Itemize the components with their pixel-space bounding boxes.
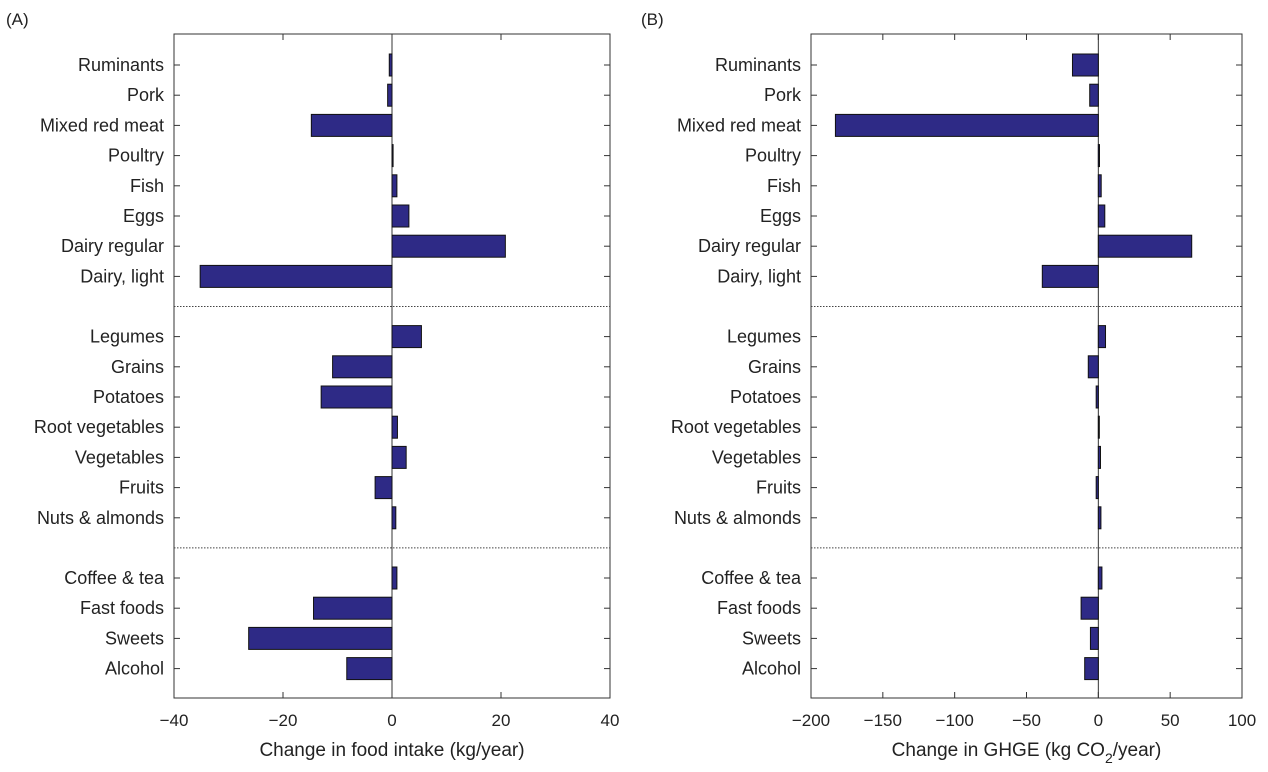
panel-b-category-label: Grains bbox=[748, 357, 801, 377]
panel-b-x-axis-label-main: Change in GHGE (kg CO bbox=[892, 740, 1105, 761]
panel-a-bar bbox=[320, 385, 393, 409]
panel-a-bar bbox=[313, 596, 393, 620]
panel-b-category-label: Dairy, light bbox=[717, 266, 801, 286]
panel-a-bar bbox=[391, 204, 410, 228]
panel-b-category-label: Vegetables bbox=[712, 447, 801, 467]
panel-a-bar bbox=[374, 476, 393, 500]
panel-b-bar bbox=[1071, 53, 1099, 77]
panel-a-x-axis-label: Change in food intake (kg/year) bbox=[259, 740, 524, 761]
panel-b-bar bbox=[1095, 385, 1099, 409]
panel-b-x-tick-label: 0 bbox=[1094, 711, 1103, 730]
panel-a-x-tick-label: −20 bbox=[269, 711, 298, 730]
panel-b-category-label: Poultry bbox=[745, 146, 801, 166]
panel-a-category-label: Grains bbox=[111, 357, 164, 377]
panel-a-bar bbox=[388, 53, 393, 77]
panel-b-category-label: Root vegetables bbox=[671, 417, 801, 437]
panel-b-bar bbox=[1097, 325, 1107, 349]
panel-a-x-tick-label: 40 bbox=[601, 711, 620, 730]
panel-b-x-tick-label: −50 bbox=[1012, 711, 1041, 730]
panel-a-category-label: Dairy regular bbox=[61, 236, 164, 256]
panel-b-category-label: Eggs bbox=[760, 206, 801, 226]
panel-b-bar bbox=[1097, 566, 1103, 590]
panel-b-bar bbox=[1084, 657, 1099, 681]
panel-a-bar bbox=[391, 415, 398, 439]
panel-b-category-label: Nuts & almonds bbox=[674, 508, 801, 528]
panel-b-bar bbox=[1097, 204, 1106, 228]
panel-b-bar bbox=[1097, 174, 1102, 198]
panel-b-category-label: Dairy regular bbox=[698, 236, 801, 256]
panel-b-bar bbox=[1097, 144, 1100, 168]
panel-a-category-label: Dairy, light bbox=[80, 266, 164, 286]
panel-a-category-label: Potatoes bbox=[93, 387, 164, 407]
panel-a-bar bbox=[391, 174, 398, 198]
panel-a-category-label: Fruits bbox=[119, 478, 164, 498]
panel-a-x-tick-label: 20 bbox=[492, 711, 511, 730]
panel-a-category-label: Nuts & almonds bbox=[37, 508, 164, 528]
panel-b-category-label: Coffee & tea bbox=[701, 568, 802, 588]
panel-b-category-label: Ruminants bbox=[715, 55, 801, 75]
panel-a-category-label: Vegetables bbox=[75, 447, 164, 467]
panel-a-label: (A) bbox=[6, 10, 29, 29]
panel-b-label: (B) bbox=[641, 10, 664, 29]
panel-b-x-tick-label: −200 bbox=[792, 711, 830, 730]
panel-a-category-label: Fast foods bbox=[80, 598, 164, 618]
panel-b-x-axis-label-end: /year) bbox=[1113, 740, 1162, 761]
panel-b-x-tick-label: −100 bbox=[936, 711, 974, 730]
panel-b-x-tick-label: −150 bbox=[864, 711, 902, 730]
panel-b-x-tick-label: 100 bbox=[1228, 711, 1256, 730]
panel-a-bar bbox=[346, 657, 393, 681]
panel-b-bar bbox=[1097, 415, 1100, 439]
panel-b-category-label: Fruits bbox=[756, 478, 801, 498]
panel-b-bar bbox=[1080, 596, 1099, 620]
panel-a-category-label: Eggs bbox=[123, 206, 164, 226]
panel-a-bar bbox=[199, 264, 393, 288]
panel-a-bar bbox=[391, 144, 394, 168]
panel-a-category-label: Sweets bbox=[105, 628, 164, 648]
panel-a-category-label: Legumes bbox=[90, 327, 164, 347]
panel-a-category-label: Pork bbox=[127, 85, 165, 105]
panel-a-bar bbox=[387, 83, 393, 107]
panel-a-category-label: Root vegetables bbox=[34, 417, 164, 437]
panel-b-category-label: Potatoes bbox=[730, 387, 801, 407]
panel-b-bar bbox=[1097, 234, 1193, 258]
panel-a-category-label: Ruminants bbox=[78, 55, 164, 75]
panel-b-category-label: Fast foods bbox=[717, 598, 801, 618]
panel-b-bar bbox=[1097, 506, 1102, 530]
panel-a-category-label: Mixed red meat bbox=[40, 115, 164, 135]
panel-b-bar bbox=[1097, 445, 1101, 469]
panel-b-category-label: Legumes bbox=[727, 327, 801, 347]
panel-b-bar bbox=[1095, 476, 1099, 500]
panel-b-category-label: Fish bbox=[767, 176, 801, 196]
panel-a-category-label: Fish bbox=[130, 176, 164, 196]
panel-a-x-tick-label: −40 bbox=[160, 711, 189, 730]
panel-a-bar bbox=[391, 566, 398, 590]
panel-b-bar bbox=[1089, 83, 1099, 107]
panel-b-category-label: Mixed red meat bbox=[677, 115, 801, 135]
panel-a-category-label: Coffee & tea bbox=[64, 568, 165, 588]
panel-b-bar bbox=[1087, 355, 1099, 379]
panel-b-bar bbox=[1041, 264, 1099, 288]
panel-b-category-label: Sweets bbox=[742, 628, 801, 648]
panel-a-bar bbox=[248, 626, 393, 650]
panel-b bbox=[810, 33, 1243, 699]
panel-a-category-label: Poultry bbox=[108, 146, 164, 166]
panel-b-category-label: Pork bbox=[764, 85, 802, 105]
panel-b-x-axis-label-subscript: 2 bbox=[1105, 750, 1113, 766]
panel-a-category-label: Alcohol bbox=[105, 659, 164, 679]
panel-b-bar bbox=[1089, 626, 1099, 650]
panel-a-bar bbox=[310, 113, 393, 137]
panel-a-bar bbox=[391, 234, 506, 258]
panel-a bbox=[173, 33, 611, 699]
panel-a-bar bbox=[391, 325, 422, 349]
panel-a-bar bbox=[332, 355, 393, 379]
panel-a-x-tick-label: 0 bbox=[387, 711, 396, 730]
panel-b-x-tick-label: 50 bbox=[1161, 711, 1180, 730]
panel-a-bar bbox=[391, 506, 397, 530]
panel-a-bar bbox=[391, 445, 407, 469]
panel-b-bar bbox=[834, 113, 1099, 137]
panel-b-x-axis-label: Change in GHGE (kg CO2/year) bbox=[892, 740, 1162, 766]
panel-b-category-label: Alcohol bbox=[742, 659, 801, 679]
